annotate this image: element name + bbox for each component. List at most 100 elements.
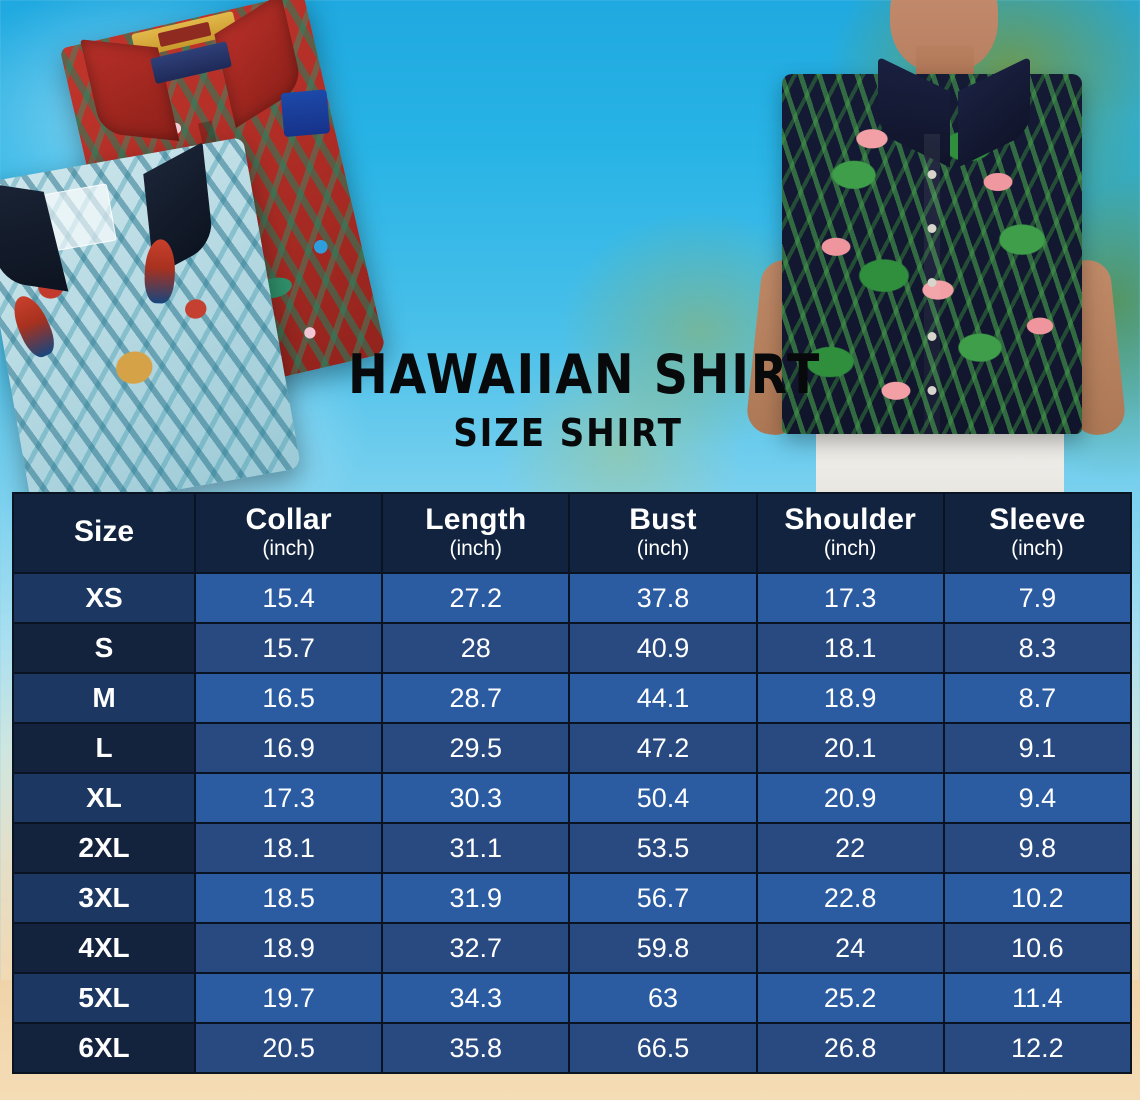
column-header-size: Size: [12, 492, 196, 574]
cell-size: M: [12, 672, 196, 724]
cell-bust: 37.8: [568, 572, 758, 624]
header-label: Size: [73, 515, 135, 549]
table-row: XL 17.3 30.3 50.4 20.9 9.4: [12, 772, 1132, 824]
cell-collar: 15.7: [193, 622, 384, 674]
poster-title: HAWAIIAN SHIRT: [348, 343, 822, 406]
cell-shoulder: 18.9: [755, 672, 945, 724]
cell-shoulder: 18.1: [755, 622, 945, 674]
column-header-shoulder: Shoulder (inch): [755, 492, 945, 574]
cell-size: 6XL: [12, 1022, 196, 1074]
cell-sleeve: 9.1: [942, 722, 1132, 774]
cell-collar: 18.1: [193, 822, 384, 874]
cell-collar: 17.3: [193, 772, 384, 824]
cell-sleeve: 8.3: [942, 622, 1132, 674]
cell-sleeve: 10.6: [942, 922, 1132, 974]
cell-size: XL: [12, 772, 196, 824]
cell-length: 32.7: [381, 922, 571, 974]
collar-right: [958, 56, 1030, 168]
cell-bust: 63: [568, 972, 758, 1024]
column-header-length: Length (inch): [381, 492, 571, 574]
header-label: Length: [425, 503, 527, 537]
cell-length: 27.2: [381, 572, 571, 624]
cell-sleeve: 8.7: [942, 672, 1132, 724]
cell-size: 3XL: [12, 872, 196, 924]
navy-flamingo-shirt: [782, 56, 1082, 434]
header-unit: (inch): [1011, 536, 1064, 560]
cell-bust: 50.4: [568, 772, 758, 824]
cell-bust: 44.1: [568, 672, 758, 724]
header-label: Bust: [629, 503, 697, 537]
cell-sleeve: 9.8: [942, 822, 1132, 874]
table-row: 3XL 18.5 31.9 56.7 22.8 10.2: [12, 872, 1132, 924]
cell-bust: 56.7: [568, 872, 758, 924]
cell-size: 2XL: [12, 822, 196, 874]
cell-shoulder: 22.8: [755, 872, 945, 924]
cell-shoulder: 25.2: [755, 972, 945, 1024]
header-unit: (inch): [262, 536, 315, 560]
size-chart-table: Size Collar (inch) Length (inch) Bust (i…: [12, 492, 1132, 1074]
cell-sleeve: 11.4: [942, 972, 1132, 1024]
cell-collar: 16.9: [193, 722, 384, 774]
cell-shoulder: 22: [755, 822, 945, 874]
table-row: 6XL 20.5 35.8 66.5 26.8 12.2: [12, 1022, 1132, 1074]
parrot-motif: [6, 290, 61, 362]
header-label: Collar: [245, 503, 332, 537]
cell-shoulder: 17.3: [755, 572, 945, 624]
cell-size: S: [12, 622, 196, 674]
table-header: Size Collar (inch) Length (inch) Bust (i…: [12, 492, 1132, 574]
cell-bust: 47.2: [568, 722, 758, 774]
cell-length: 30.3: [381, 772, 571, 824]
cell-sleeve: 12.2: [942, 1022, 1132, 1074]
cell-size: XS: [12, 572, 196, 624]
cell-sleeve: 10.2: [942, 872, 1132, 924]
table-row: 2XL 18.1 31.1 53.5 22 9.8: [12, 822, 1132, 874]
column-header-collar: Collar (inch): [193, 492, 384, 574]
header-unit: (inch): [449, 536, 503, 560]
column-header-bust: Bust (inch): [568, 492, 758, 574]
cell-collar: 18.9: [193, 922, 384, 974]
cell-length: 28: [381, 622, 571, 674]
table-row: XS 15.4 27.2 37.8 17.3 7.9: [12, 572, 1132, 624]
sleeve-badge: [280, 89, 331, 138]
cell-bust: 66.5: [568, 1022, 758, 1074]
shirt-button: [927, 278, 937, 287]
cell-size: L: [12, 722, 196, 774]
cell-length: 31.1: [381, 822, 571, 874]
cell-collar: 19.7: [193, 972, 384, 1024]
cell-length: 28.7: [381, 672, 571, 724]
size-chart-container: Size Collar (inch) Length (inch) Bust (i…: [12, 492, 1132, 1074]
table-body: XS 15.4 27.2 37.8 17.3 7.9 S 15.7 28 40.9 18.1 8.3 M…: [12, 572, 1132, 1074]
poster-title-block: HAWAIIAN SHIRT SIZE SHIRT: [318, 343, 822, 455]
cell-shoulder: 20.1: [755, 722, 945, 774]
cell-collar: 15.4: [193, 572, 384, 624]
cell-collar: 20.5: [193, 1022, 384, 1074]
cell-sleeve: 9.4: [942, 772, 1132, 824]
parrot-motif: [143, 238, 176, 304]
cell-length: 34.3: [381, 972, 571, 1024]
header-label: Shoulder: [784, 503, 916, 537]
header-label: Sleeve: [989, 503, 1086, 537]
shirt-button: [927, 332, 937, 341]
cell-collar: 18.5: [193, 872, 384, 924]
table-row: 4XL 18.9 32.7 59.8 24 10.6: [12, 922, 1132, 974]
shirt-button: [927, 386, 937, 395]
cell-size: 4XL: [12, 922, 196, 974]
table-row: L 16.9 29.5 47.2 20.1 9.1: [12, 722, 1132, 774]
cell-shoulder: 24: [755, 922, 945, 974]
shirt-button: [927, 170, 937, 179]
cell-length: 35.8: [381, 1022, 571, 1074]
cell-length: 31.9: [381, 872, 571, 924]
cell-shoulder: 26.8: [755, 1022, 945, 1074]
shirt-button: [927, 224, 937, 233]
cell-bust: 53.5: [568, 822, 758, 874]
cell-bust: 59.8: [568, 922, 758, 974]
cell-shoulder: 20.9: [755, 772, 945, 824]
table-row: M 16.5 28.7 44.1 18.9 8.7: [12, 672, 1132, 724]
header-unit: (inch): [823, 536, 877, 560]
header-unit: (inch): [636, 536, 690, 560]
header-row: Size Collar (inch) Length (inch) Bust (i…: [12, 492, 1132, 574]
cell-length: 29.5: [381, 722, 571, 774]
poster-subtitle: SIZE SHIRT: [453, 411, 683, 455]
cell-collar: 16.5: [193, 672, 384, 724]
